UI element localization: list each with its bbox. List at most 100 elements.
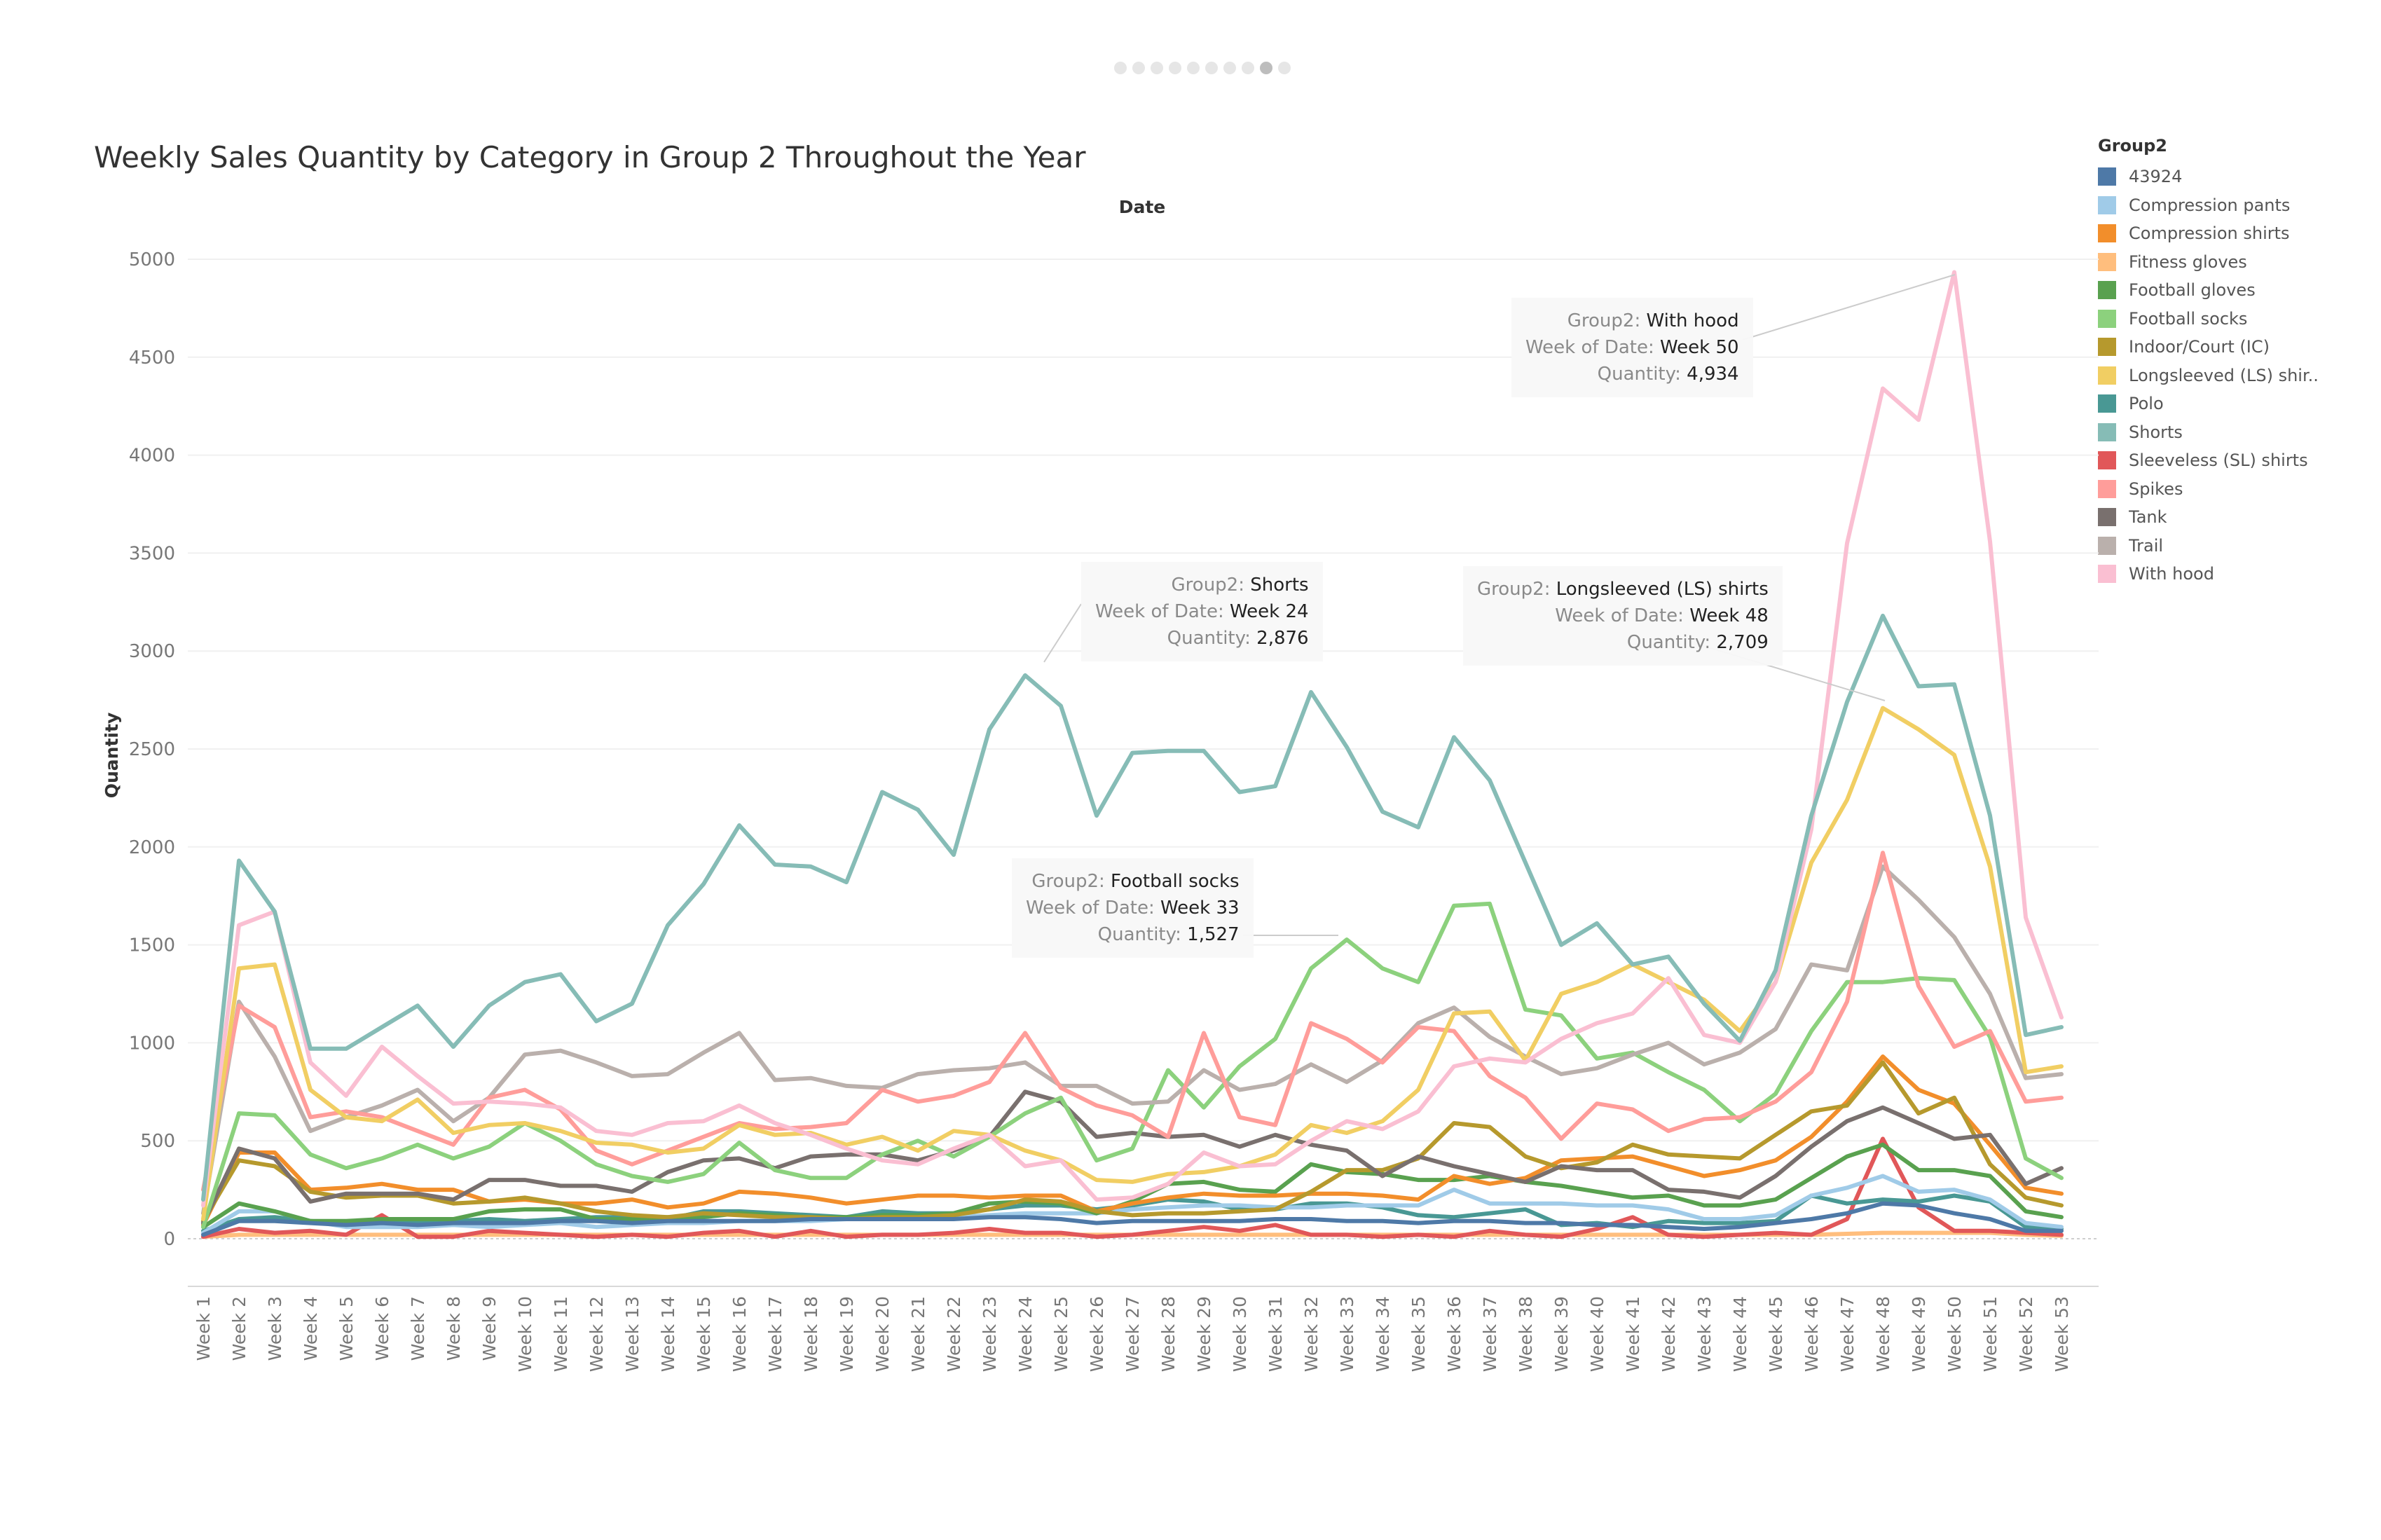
legend-title: Group2 xyxy=(2098,136,2167,156)
x-tick-label: Week 21 xyxy=(908,1296,928,1372)
x-tick-label: Week 52 xyxy=(2016,1296,2036,1372)
x-tick-label: Week 5 xyxy=(336,1296,357,1361)
x-tick-label: Week 24 xyxy=(1015,1296,1036,1372)
legend-swatch xyxy=(2098,366,2116,385)
page-dot[interactable] xyxy=(1242,62,1254,74)
x-tick-label: Week 10 xyxy=(515,1296,535,1372)
y-tick-label: 500 xyxy=(140,1131,175,1152)
tooltip-key: Week of Date: xyxy=(1555,605,1690,626)
tooltip-annotation: Group2: Shorts Week of Date: Week 24 Quant… xyxy=(1081,562,1323,661)
x-tick-label: Week 44 xyxy=(1730,1296,1750,1372)
y-tick-label: 4000 xyxy=(129,446,175,467)
y-tick-label: 2500 xyxy=(129,739,175,760)
page-dot[interactable] xyxy=(1187,62,1200,74)
y-tick-label: 0 xyxy=(163,1229,175,1250)
page-dot[interactable] xyxy=(1132,62,1145,74)
legend-item[interactable]: Fitness gloves xyxy=(2098,248,2371,277)
tooltip-annotation: Group2: With hood Week of Date: Week 50 Qu… xyxy=(1511,298,1753,397)
page-dot[interactable] xyxy=(1223,62,1236,74)
tooltip-key: Quantity: xyxy=(1097,924,1188,945)
tooltip-value: Week 48 xyxy=(1689,605,1769,626)
legend-item[interactable]: Compression pants xyxy=(2098,191,2371,220)
legend-item[interactable]: Compression shirts xyxy=(2098,219,2371,248)
legend-item[interactable]: Polo xyxy=(2098,390,2371,418)
tooltip-value: Week 33 xyxy=(1160,898,1240,919)
legend-swatch xyxy=(2098,536,2116,555)
series-line[interactable] xyxy=(201,1136,2064,1239)
y-tick-label: 5000 xyxy=(129,249,175,270)
page-dot[interactable] xyxy=(1260,62,1272,74)
x-tick-label: Week 2 xyxy=(229,1296,249,1361)
tooltip-value: 2,709 xyxy=(1716,632,1769,653)
legend-item[interactable]: Longsleeved (LS) shir.. xyxy=(2098,362,2371,390)
tooltip-value: With hood xyxy=(1646,310,1739,331)
x-tick-label: Week 8 xyxy=(444,1296,464,1361)
x-tick-label: Week 6 xyxy=(372,1296,392,1361)
page-dot[interactable] xyxy=(1151,62,1163,74)
x-tick-label: Week 39 xyxy=(1551,1296,1572,1372)
legend-label: Tank xyxy=(2129,507,2167,528)
legend-item[interactable]: 43924 xyxy=(2098,163,2371,191)
legend-swatch xyxy=(2098,281,2116,300)
legend-swatch xyxy=(2098,338,2116,357)
series-line[interactable] xyxy=(201,851,2064,1192)
legend-item[interactable]: Indoor/Court (IC) xyxy=(2098,333,2371,362)
page-dot[interactable] xyxy=(1169,62,1181,74)
legend-item[interactable]: Spikes xyxy=(2098,475,2371,504)
series-line[interactable] xyxy=(201,1089,2064,1225)
tooltip-key: Group2: xyxy=(1171,575,1251,596)
series-line[interactable] xyxy=(201,1174,2064,1235)
x-tick-label: Week 48 xyxy=(1873,1296,1893,1372)
series-line[interactable] xyxy=(201,613,2064,1202)
series-line[interactable] xyxy=(201,1060,2064,1223)
y-tick-label: 3500 xyxy=(129,543,175,564)
x-tick-label: Week 13 xyxy=(622,1296,643,1372)
x-tick-label: Week 4 xyxy=(301,1296,321,1361)
x-tick-label: Week 14 xyxy=(658,1296,678,1372)
legend-item[interactable]: Football gloves xyxy=(2098,276,2371,305)
x-tick-label: Week 47 xyxy=(1837,1296,1858,1372)
series-line[interactable] xyxy=(201,706,2064,1221)
series-line[interactable] xyxy=(201,270,2064,1208)
legend-item[interactable]: Shorts xyxy=(2098,418,2371,447)
legend-item[interactable]: Sleeveless (SL) shirts xyxy=(2098,446,2371,475)
legend-item[interactable]: Football socks xyxy=(2098,305,2371,334)
x-tick-label: Week 23 xyxy=(980,1296,1000,1372)
legend-swatch xyxy=(2098,195,2116,214)
legend-label: Football gloves xyxy=(2129,280,2256,301)
x-tick-label: Week 38 xyxy=(1516,1296,1536,1372)
legend-label: Shorts xyxy=(2129,422,2183,442)
y-tick-label: 1500 xyxy=(129,935,175,956)
y-axis-label: Quantity xyxy=(102,713,122,799)
page-dot[interactable] xyxy=(1114,62,1127,74)
x-tick-label: Week 32 xyxy=(1301,1296,1322,1372)
x-tick-label: Week 51 xyxy=(1980,1296,2001,1372)
x-tick-label: Week 49 xyxy=(1909,1296,1929,1372)
legend-label: Indoor/Court (IC) xyxy=(2129,337,2270,357)
legend-swatch xyxy=(2098,252,2116,271)
tooltip-value: Shorts xyxy=(1250,575,1309,596)
tooltip-key: Quantity: xyxy=(1626,632,1717,653)
legend-item[interactable]: With hood xyxy=(2098,560,2371,589)
legend-label: Football socks xyxy=(2129,308,2248,329)
series-line[interactable] xyxy=(201,864,2064,1216)
tooltip-value: 1,527 xyxy=(1187,924,1240,945)
legend-label: Polo xyxy=(2129,394,2164,414)
tooltip-annotation: Group2: Football socks Week of Date: Week… xyxy=(1012,858,1254,958)
x-tick-label: Week 9 xyxy=(479,1296,500,1361)
page-dot[interactable] xyxy=(1205,62,1218,74)
x-tick-label: Week 15 xyxy=(694,1296,714,1372)
legend-item[interactable]: Trail xyxy=(2098,532,2371,561)
x-tick-label: Week 50 xyxy=(1944,1296,1965,1372)
page-indicator xyxy=(1114,62,1291,74)
tooltip-key: Week of Date: xyxy=(1525,337,1660,358)
legend-item[interactable]: Tank xyxy=(2098,503,2371,532)
x-tick-label: Week 27 xyxy=(1123,1296,1143,1372)
series-line[interactable] xyxy=(201,1201,2064,1237)
x-tick-label: Week 1 xyxy=(193,1296,214,1361)
page-dot[interactable] xyxy=(1278,62,1291,74)
legend-swatch xyxy=(2098,451,2116,470)
legend-swatch xyxy=(2098,508,2116,527)
tooltip-key: Group2: xyxy=(1567,310,1647,331)
legend-label: Sleeveless (SL) shirts xyxy=(2129,451,2308,471)
